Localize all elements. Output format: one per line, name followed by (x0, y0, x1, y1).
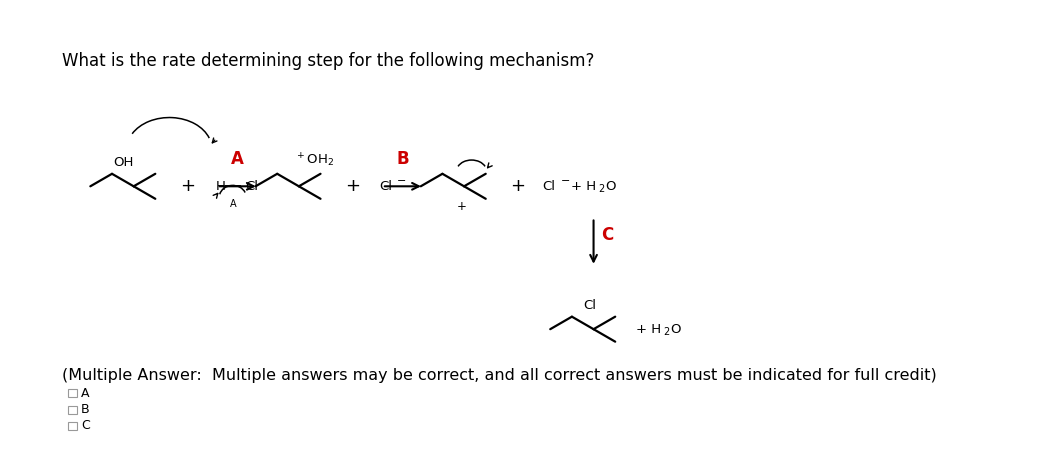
Text: O: O (671, 323, 681, 336)
Bar (69, 422, 76, 430)
Text: C: C (81, 419, 90, 432)
Bar (69, 406, 76, 414)
Text: A: A (229, 199, 237, 209)
Text: What is the rate determining step for the following mechanism?: What is the rate determining step for th… (63, 53, 594, 71)
Text: Cl: Cl (542, 180, 556, 193)
Text: A: A (231, 150, 244, 168)
Text: + H: + H (571, 180, 596, 193)
Text: +: + (179, 177, 195, 195)
Text: −: − (560, 176, 570, 186)
Text: Cl: Cl (584, 299, 596, 312)
Text: O: O (605, 180, 615, 193)
Bar (69, 390, 76, 397)
Text: B: B (81, 403, 89, 416)
Text: 2: 2 (663, 327, 669, 337)
Text: A: A (81, 387, 89, 400)
Text: $^+$OH$_2$: $^+$OH$_2$ (295, 151, 334, 169)
Text: −: − (397, 176, 406, 186)
Text: + H: + H (637, 323, 662, 336)
Text: +: + (345, 177, 360, 195)
Text: Cl: Cl (245, 180, 258, 193)
Text: (Multiple Answer:  Multiple answers may be correct, and all correct answers must: (Multiple Answer: Multiple answers may b… (63, 368, 937, 383)
Text: C: C (601, 226, 613, 244)
Text: +: + (456, 200, 467, 213)
Text: 2: 2 (598, 184, 605, 194)
Text: Cl: Cl (379, 180, 393, 193)
Text: +: + (510, 177, 525, 195)
Text: H: H (215, 180, 226, 193)
Text: OH: OH (114, 156, 134, 169)
Text: B: B (396, 150, 408, 168)
